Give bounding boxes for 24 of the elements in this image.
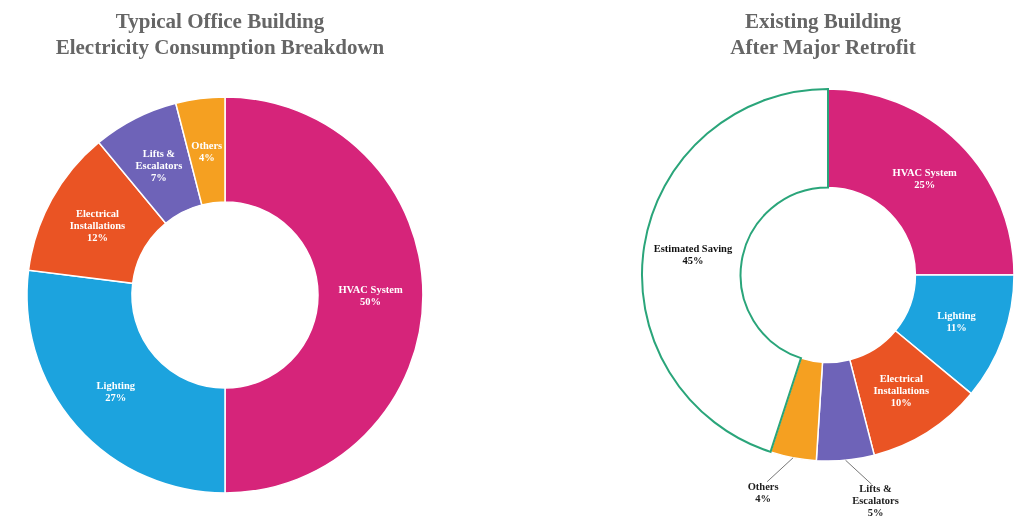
slice-label: HVAC System	[892, 166, 958, 178]
data-label: 10%	[890, 396, 912, 408]
data-label: 25%	[914, 178, 936, 190]
slice-label: HVAC System	[338, 283, 403, 295]
data-label: 11%	[946, 321, 967, 333]
data-label: 4%	[755, 492, 772, 504]
slice-label: Electrical Installations	[69, 207, 126, 231]
slice-label: Lighting	[937, 309, 977, 321]
slice-label: Others	[191, 139, 223, 151]
slice-label: Lighting	[96, 379, 136, 391]
data-label: 5%	[867, 506, 884, 518]
data-label: 50%	[360, 295, 382, 307]
slice-label: Electrical Installations	[873, 372, 929, 396]
data-label: 4%	[198, 151, 215, 163]
chart-title: Typical Office Building Electricity Consumption Breakdown	[54, 8, 386, 60]
slice-label: Estimated Saving	[653, 242, 733, 254]
data-label: 12%	[86, 231, 108, 243]
slice-label: Lifts & Escalators	[852, 482, 899, 506]
data-label: 45%	[682, 254, 704, 266]
data-label: 7%	[151, 171, 167, 183]
data-label: 27%	[105, 391, 127, 403]
chart-title: Existing Building After Major Retrofit	[729, 8, 917, 60]
slice-label: Others	[747, 480, 779, 492]
slice-label: Lifts & Escalators	[135, 147, 183, 171]
